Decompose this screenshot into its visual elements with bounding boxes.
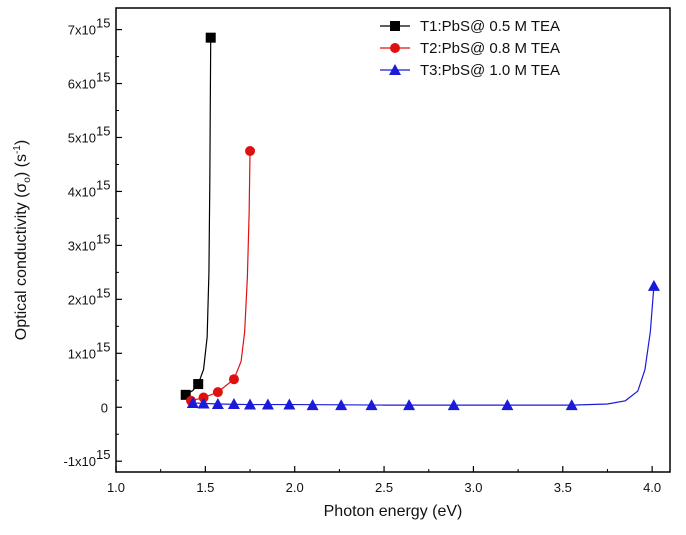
- x-axis-title: Photon energy (eV): [324, 503, 463, 520]
- data-point: [211, 398, 224, 410]
- y-tick-label: 4x10: [68, 184, 96, 199]
- y-tick-label: 6x10: [68, 77, 96, 92]
- series-line: [190, 150, 251, 402]
- data-point: [306, 399, 319, 411]
- data-point: [365, 399, 378, 411]
- data-point: [228, 374, 239, 385]
- data-point: [227, 398, 240, 410]
- y-tick-label: 0: [101, 400, 108, 415]
- y-axis-title-superscript: -1: [12, 145, 23, 154]
- y-tick-exponent: 15: [96, 70, 110, 85]
- legend-label: T3:PbS@ 1.0 M TEA: [420, 62, 560, 79]
- legend-label: T1:PbS@ 0.5 M TEA: [420, 18, 560, 35]
- legend-label: T2:PbS@ 0.8 M TEA: [420, 40, 560, 57]
- y-tick-exponent: 15: [96, 447, 110, 462]
- y-tick-exponent: 15: [96, 339, 110, 354]
- y-tick-exponent: 15: [96, 16, 110, 31]
- x-tick-label: 2.0: [286, 480, 304, 495]
- data-point: [501, 399, 514, 411]
- y-axis-title-main: Optical conductivity (σ: [13, 183, 30, 341]
- y-tick-label: -1x10: [63, 454, 96, 469]
- data-point: [186, 396, 199, 408]
- y-tick-exponent: 15: [96, 123, 110, 138]
- x-tick-label: 3.0: [464, 480, 482, 495]
- y-axis-title: Optical conductivity (σo) (s-1): [12, 140, 33, 340]
- x-tick-label: 1.5: [196, 480, 214, 495]
- plot-frame: [115, 7, 671, 473]
- data-point: [261, 398, 274, 410]
- data-point: [197, 397, 210, 409]
- y-axis-title-close: ): [13, 140, 30, 145]
- x-tick-label: 1.0: [107, 480, 125, 495]
- legend: T1:PbS@ 0.5 M TEA T2:PbS@ 0.8 M TEA T3:PbS…: [380, 18, 560, 79]
- y-tick-label: 7x10: [68, 23, 96, 38]
- legend-marker: [390, 43, 400, 53]
- data-point: [403, 399, 416, 411]
- data-point: [244, 398, 257, 410]
- data-point: [335, 399, 348, 411]
- data-point: [283, 398, 296, 410]
- data-point: [180, 389, 191, 400]
- series-markers: [180, 32, 660, 411]
- legend-marker: [389, 64, 401, 75]
- data-point: [447, 399, 460, 411]
- y-tick-label: 2x10: [68, 292, 96, 307]
- series-line: [185, 37, 212, 396]
- data-point: [212, 387, 223, 398]
- data-point: [205, 32, 216, 43]
- data-point: [193, 379, 204, 390]
- x-axis: 1.0 1.5 2.0 2.5 3.0 3.5 4.0: [107, 466, 661, 495]
- x-tick-label: 3.5: [554, 480, 572, 495]
- x-tick-label: 2.5: [375, 480, 393, 495]
- data-point: [245, 145, 256, 156]
- y-tick-label: 3x10: [68, 238, 96, 253]
- legend-marker: [390, 21, 400, 31]
- y-tick-label: 1x10: [68, 346, 96, 361]
- y-tick-exponent: 15: [96, 285, 110, 300]
- data-point: [647, 279, 660, 291]
- data-point: [565, 399, 578, 411]
- y-axis-title-unit: ) (s: [13, 154, 30, 177]
- y-tick-label: 5x10: [68, 130, 96, 145]
- y-tick-exponent: 15: [96, 231, 110, 246]
- y-axis-title-subscript: o: [22, 177, 33, 183]
- x-tick-label: 4.0: [643, 480, 661, 495]
- y-tick-exponent: 15: [96, 177, 110, 192]
